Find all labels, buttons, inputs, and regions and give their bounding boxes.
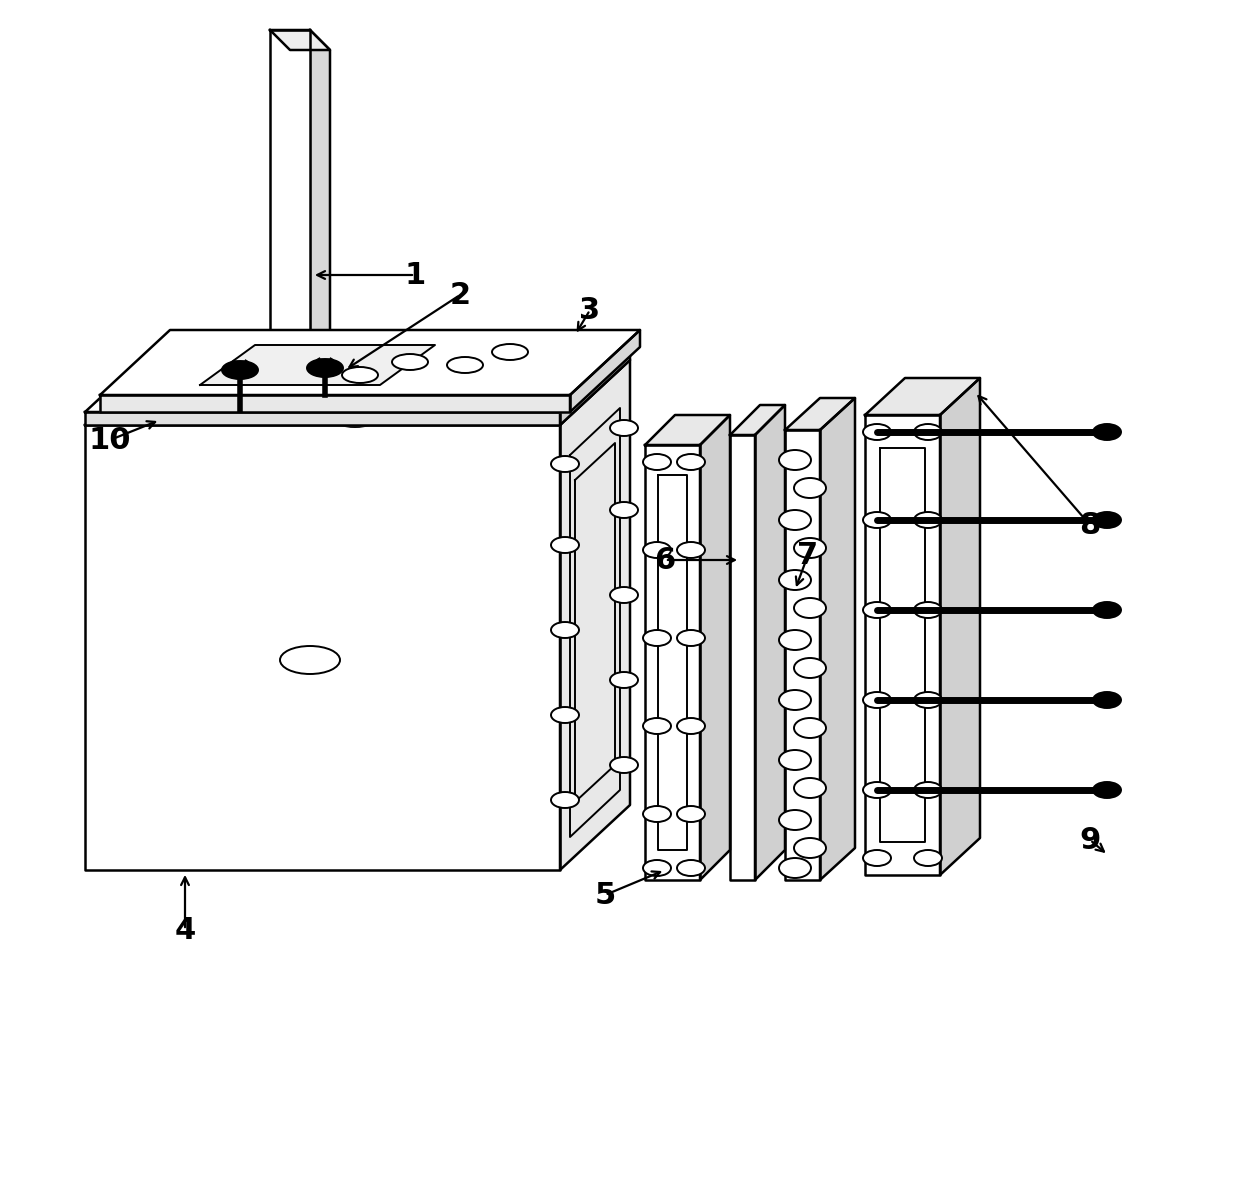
- Ellipse shape: [677, 541, 706, 558]
- Ellipse shape: [551, 537, 579, 553]
- Ellipse shape: [779, 858, 811, 878]
- Polygon shape: [100, 330, 640, 395]
- Polygon shape: [100, 395, 570, 412]
- Polygon shape: [866, 415, 940, 875]
- Polygon shape: [785, 397, 856, 430]
- Ellipse shape: [222, 361, 258, 378]
- Polygon shape: [86, 425, 560, 870]
- Polygon shape: [310, 30, 330, 411]
- Ellipse shape: [1092, 512, 1121, 528]
- Polygon shape: [730, 436, 755, 879]
- Ellipse shape: [794, 599, 826, 618]
- Ellipse shape: [446, 357, 484, 372]
- Ellipse shape: [914, 602, 942, 618]
- Ellipse shape: [610, 502, 639, 518]
- Ellipse shape: [610, 420, 639, 436]
- Polygon shape: [560, 347, 630, 425]
- Ellipse shape: [644, 630, 671, 646]
- Ellipse shape: [551, 456, 579, 472]
- Polygon shape: [200, 345, 435, 386]
- Ellipse shape: [779, 450, 811, 470]
- Ellipse shape: [334, 409, 377, 427]
- Polygon shape: [86, 361, 630, 425]
- Polygon shape: [86, 347, 630, 412]
- Ellipse shape: [551, 793, 579, 808]
- Text: 7: 7: [797, 540, 818, 570]
- Ellipse shape: [644, 718, 671, 734]
- Ellipse shape: [914, 850, 942, 866]
- Ellipse shape: [1092, 693, 1121, 708]
- Ellipse shape: [392, 353, 428, 370]
- Text: 6: 6: [655, 545, 676, 575]
- Text: 9: 9: [1079, 826, 1101, 854]
- Ellipse shape: [794, 718, 826, 738]
- Polygon shape: [645, 445, 701, 879]
- Polygon shape: [820, 397, 856, 879]
- Ellipse shape: [644, 541, 671, 558]
- Text: 4: 4: [175, 915, 196, 945]
- Ellipse shape: [610, 757, 639, 774]
- Ellipse shape: [794, 478, 826, 497]
- Polygon shape: [866, 378, 980, 415]
- Ellipse shape: [551, 622, 579, 638]
- Ellipse shape: [677, 860, 706, 876]
- Ellipse shape: [342, 367, 378, 383]
- Ellipse shape: [677, 806, 706, 822]
- Text: 1: 1: [404, 261, 425, 289]
- Polygon shape: [86, 412, 560, 425]
- Polygon shape: [755, 405, 785, 879]
- Ellipse shape: [492, 344, 528, 361]
- Polygon shape: [270, 30, 310, 390]
- Text: 2: 2: [449, 281, 470, 309]
- Ellipse shape: [794, 538, 826, 558]
- Ellipse shape: [863, 602, 892, 618]
- Ellipse shape: [794, 778, 826, 798]
- Ellipse shape: [644, 455, 671, 470]
- Ellipse shape: [644, 806, 671, 822]
- Polygon shape: [270, 30, 330, 50]
- Ellipse shape: [863, 850, 892, 866]
- Text: 3: 3: [579, 295, 600, 325]
- Ellipse shape: [914, 693, 942, 708]
- Ellipse shape: [610, 587, 639, 603]
- Ellipse shape: [610, 672, 639, 688]
- Polygon shape: [701, 415, 730, 879]
- Text: 10: 10: [89, 426, 131, 455]
- Ellipse shape: [863, 782, 892, 798]
- Ellipse shape: [551, 707, 579, 724]
- Ellipse shape: [779, 690, 811, 710]
- Ellipse shape: [644, 860, 671, 876]
- Ellipse shape: [677, 718, 706, 734]
- Polygon shape: [560, 361, 630, 870]
- Ellipse shape: [779, 570, 811, 590]
- Ellipse shape: [677, 630, 706, 646]
- Polygon shape: [730, 405, 785, 436]
- Ellipse shape: [914, 782, 942, 798]
- Text: 5: 5: [594, 881, 615, 909]
- Polygon shape: [570, 330, 640, 412]
- Ellipse shape: [863, 693, 892, 708]
- Ellipse shape: [914, 424, 942, 440]
- Ellipse shape: [794, 838, 826, 858]
- Polygon shape: [645, 415, 730, 445]
- Ellipse shape: [779, 630, 811, 650]
- Ellipse shape: [1092, 602, 1121, 618]
- Text: 8: 8: [1079, 511, 1101, 539]
- Ellipse shape: [779, 750, 811, 770]
- Polygon shape: [940, 378, 980, 875]
- Ellipse shape: [308, 359, 343, 377]
- Polygon shape: [785, 430, 820, 879]
- Ellipse shape: [280, 646, 340, 674]
- Ellipse shape: [779, 810, 811, 829]
- Ellipse shape: [1092, 782, 1121, 798]
- Ellipse shape: [914, 512, 942, 528]
- Ellipse shape: [1092, 424, 1121, 440]
- Ellipse shape: [863, 424, 892, 440]
- Ellipse shape: [863, 512, 892, 528]
- Ellipse shape: [677, 455, 706, 470]
- Ellipse shape: [779, 511, 811, 530]
- Ellipse shape: [794, 658, 826, 678]
